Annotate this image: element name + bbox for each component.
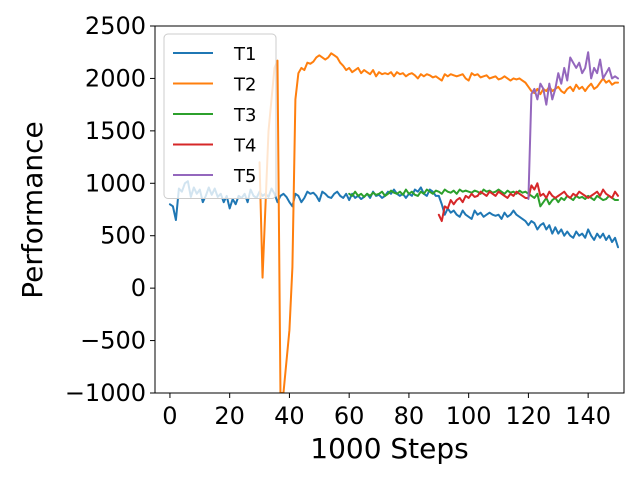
y-tick-label: 1500 [85, 117, 146, 145]
x-tick-label: 80 [394, 402, 425, 430]
y-tick-label: 500 [100, 222, 146, 250]
x-tick-label: 100 [446, 402, 492, 430]
legend-label-t1: T1 [233, 44, 256, 65]
legend-label-t2: T2 [233, 75, 256, 96]
y-axis-label: Performance [16, 121, 49, 298]
x-tick-label: 60 [334, 402, 365, 430]
legend-label-t4: T4 [233, 136, 256, 157]
y-tick-label: 2500 [85, 12, 146, 40]
legend-box [163, 33, 277, 199]
series-line-t5 [527, 51, 620, 201]
y-tick-label: −1000 [65, 379, 146, 407]
legend-label-t5: T5 [233, 166, 256, 187]
plot-lines [168, 51, 620, 393]
x-tick-label: 120 [506, 402, 552, 430]
x-tick-label: 40 [274, 402, 305, 430]
x-tick-label: 0 [162, 402, 177, 430]
plot-frame [154, 25, 625, 394]
y-tick-label: 1000 [85, 169, 146, 197]
y-tick-label: −500 [80, 327, 146, 355]
x-tick-label: 140 [565, 402, 611, 430]
x-axis-ticks: 0 20 40 60 80 100 120 140 [162, 393, 611, 430]
legend: T1 T2 T3 T4 T5 [163, 33, 277, 199]
y-tick-label: 0 [131, 274, 146, 302]
x-axis-label: 1000 Steps [310, 432, 469, 465]
y-tick-label: 2000 [85, 64, 146, 92]
x-tick-label: 20 [214, 402, 245, 430]
y-axis-ticks: −1000 −500 0 500 1000 1500 2000 2500 [65, 12, 155, 407]
series-line-t3 [348, 188, 620, 208]
series-line-t2 [258, 52, 620, 393]
legend-label-t3: T3 [233, 105, 256, 126]
